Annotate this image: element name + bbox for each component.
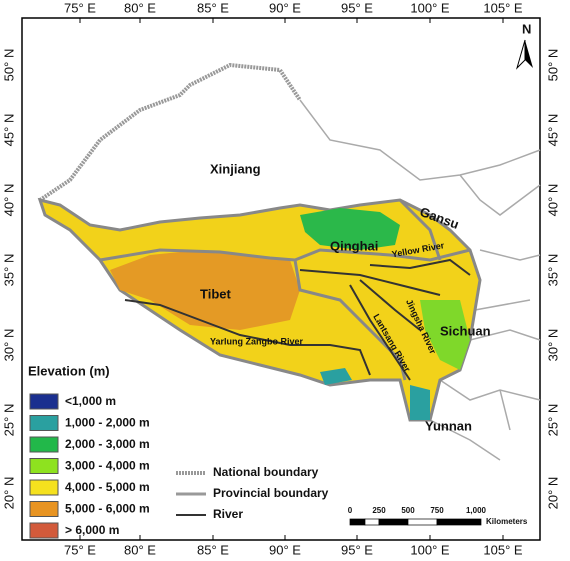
lat-label: 30° N [545,329,560,362]
legend-label: <1,000 m [65,394,116,408]
scale-label: 250 [372,506,386,515]
north-label: N [522,21,531,36]
scale-bar [364,518,380,526]
river [124,258,471,381]
region-label: Xinjiang [210,161,261,176]
scale-label: 750 [430,506,444,515]
lon-label: 95° E [341,0,373,15]
legend-label: > 6,000 m [65,523,119,537]
scale-label: 500 [401,506,415,515]
lon-label: 95° E [341,542,373,557]
low-zone [420,300,470,370]
national-boundary [38,62,302,202]
lat-label: 40° N [545,184,560,217]
legend-swatch [29,479,59,496]
low-zone [410,385,430,420]
legend-title: Elevation (m) [28,363,110,378]
legend-label: 4,000 - 5,000 m [65,480,150,494]
lon-label: 105° E [483,542,523,557]
scale-bar [436,518,482,526]
lat-label: 50° N [1,49,16,82]
provincial-boundary [99,198,471,381]
lon-label: 80° E [124,542,156,557]
legend-swatch [29,415,59,431]
lat-label: 25° N [1,404,16,437]
lon-label: 90° E [269,542,301,557]
lon-label: 80° E [124,0,156,15]
legend-label: Provincial boundary [213,486,329,500]
lon-label: 85° E [197,0,229,15]
scale-label: 1,000 [466,506,487,515]
region-label: Tibet [200,286,231,301]
qaidam-basin [300,208,400,250]
scale-bar [378,518,409,526]
scale-label: 0 [348,506,353,515]
lat-label: 20° N [1,477,16,510]
lat-label: 20° N [545,477,560,510]
lat-label: 35° N [545,254,560,287]
lon-label: 100° E [410,0,450,15]
lat-label: 25° N [545,404,560,437]
high-zone [110,250,300,330]
legend-swatch [29,501,59,517]
region-label: Yunnan [425,418,472,433]
scale-bar [349,518,366,526]
legend-swatch [29,436,59,453]
lon-label: 75° E [64,542,96,557]
legend-label: 5,000 - 6,000 m [65,502,150,516]
low-zone [320,368,352,385]
lon-label: 85° E [197,542,229,557]
legend-swatch [29,522,59,539]
neighbour-boundaries [299,99,541,461]
lat-label: 50° N [545,49,560,82]
lon-label: 90° E [269,0,301,15]
north-arrow [515,39,526,70]
lon-label: 105° E [483,0,523,15]
lat-label: 35° N [1,254,16,287]
region-label: Sichuan [440,323,491,338]
legend-label: National boundary [213,465,319,479]
lon-label: 100° E [410,542,450,557]
legend-swatch [29,458,59,474]
lat-label: 45° N [545,114,560,147]
river-label: Yarlung Zangbo River [210,336,304,346]
scale-unit: Kilometers [486,517,528,526]
north-arrow [525,40,533,68]
legend-swatch [29,393,59,410]
lat-label: 45° N [1,114,16,147]
legend-label: 2,000 - 3,000 m [65,437,150,451]
legend-label: River [213,507,243,521]
lat-label: 40° N [1,184,16,217]
legend-label: 1,000 - 2,000 m [65,416,150,430]
scale-bar [407,518,438,526]
lat-label: 30° N [1,329,16,362]
lon-label: 75° E [64,0,96,15]
region-label: Qinghai [330,238,378,253]
legend-label: 3,000 - 4,000 m [65,459,150,473]
